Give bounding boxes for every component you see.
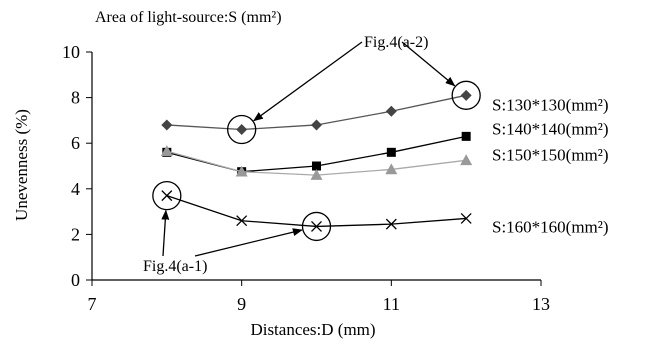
annotation-1: Fig.4(a-2): [227, 34, 481, 145]
x-marker: [385, 218, 397, 230]
diamond-marker: [385, 105, 397, 117]
y-axis-title: Unevenness (%): [12, 109, 31, 221]
x-marker-stroke: [385, 218, 397, 230]
annotation-arrow: [194, 228, 303, 257]
annotation-text: Fig.4(a-1): [143, 258, 207, 275]
series-labels: S:130*130(mm²) S:140*140(mm²) S:150*150(mm…: [492, 95, 609, 236]
series-layer: [160, 89, 473, 232]
series-4: [161, 190, 472, 232]
x-tick-label: 11: [383, 294, 400, 314]
x-marker-stroke: [311, 220, 322, 232]
annotation-text: Fig.4(a-2): [364, 34, 428, 51]
diamond-marker: [236, 124, 248, 136]
annotation-arrow: [252, 41, 363, 122]
annotation-2: Fig.4(a-1): [143, 180, 332, 275]
triangle-marker: [160, 145, 173, 156]
series-label: S:160*160(mm²): [492, 217, 609, 236]
series-label: S:130*130(mm²): [492, 95, 609, 114]
axes: 0 2 4 6 8 10 7 9 11 13: [62, 42, 550, 314]
annotation-arrow: [401, 41, 456, 87]
triangle-marker: [385, 163, 398, 175]
square-marker: [386, 147, 396, 157]
y-tick-label: 2: [71, 224, 80, 244]
series-1: [161, 89, 472, 136]
series-label: S:140*140(mm²): [492, 119, 609, 138]
triangle-marker: [235, 165, 248, 177]
series-line: [166, 195, 467, 228]
y-tick-label: 6: [71, 133, 80, 153]
x-marker: [236, 215, 248, 227]
x-marker-stroke: [161, 190, 173, 202]
highlight-circle: [227, 114, 257, 145]
x-tick-label: 7: [88, 294, 97, 314]
annotation-layer: Fig.4(a-2) Fig.4(a-1): [143, 34, 481, 275]
x-marker: [460, 212, 472, 224]
annotation-arrow: [161, 209, 170, 257]
diamond-marker: [161, 119, 173, 131]
series-3: [160, 145, 473, 180]
x-axis-title: Distances:D (mm): [250, 320, 375, 339]
x-marker: [311, 220, 322, 232]
y-tick-label: 8: [71, 88, 80, 108]
x-marker-stroke: [460, 212, 472, 224]
triangle-marker: [460, 154, 473, 166]
square-marker: [461, 131, 471, 141]
y-tick-label: 0: [71, 270, 80, 290]
square-marker: [312, 161, 321, 171]
highlight-circle: [451, 80, 481, 110]
diamond-marker: [311, 119, 322, 131]
x-marker-stroke: [236, 215, 248, 227]
series-label: S:150*150(mm²): [492, 146, 609, 165]
x-tick-label: 9: [237, 294, 246, 314]
y-tick-label: 10: [62, 42, 80, 62]
diamond-marker: [460, 89, 472, 101]
x-marker: [161, 190, 173, 202]
highlight-circle: [301, 211, 332, 242]
triangle-marker: [310, 169, 323, 180]
chart-title: Area of light-source:S (mm²): [95, 9, 282, 26]
x-tick-label: 13: [532, 294, 550, 314]
y-tick-label: 4: [71, 179, 80, 199]
